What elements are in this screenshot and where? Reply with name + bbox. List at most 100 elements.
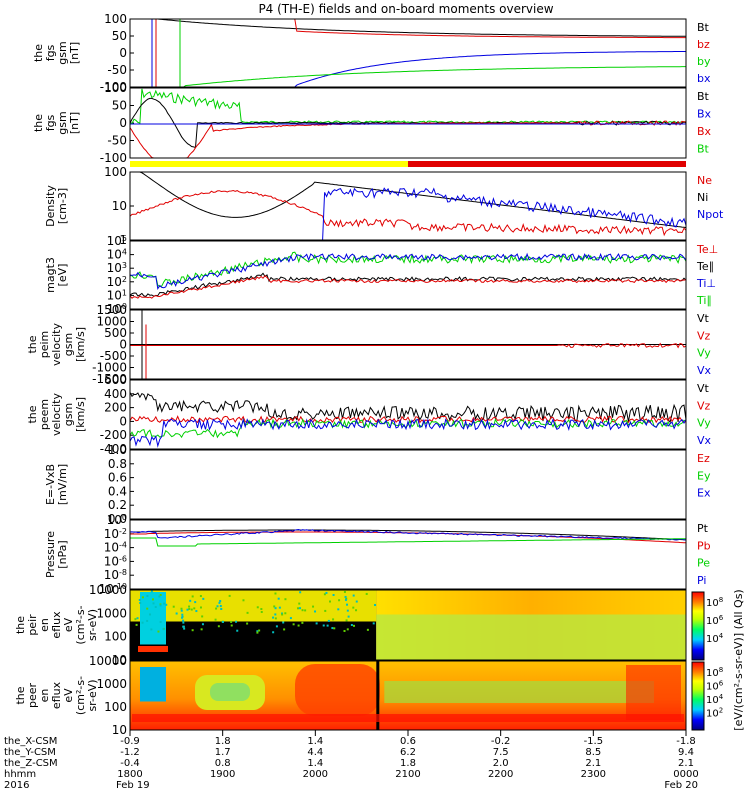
spectrogram-pixel — [181, 616, 184, 619]
spectrogram-pixel — [199, 606, 202, 609]
spectrogram-pixel — [301, 621, 304, 624]
spectrogram-pixel — [230, 620, 233, 623]
spectrogram-low-red-band — [132, 714, 684, 722]
spectrogram-pixel — [314, 610, 317, 613]
y-tick-label: 0.2 — [108, 498, 127, 512]
spectrogram-pixel — [141, 596, 144, 599]
legend-entry: Bt — [697, 21, 710, 34]
y-axis-label: thepeimvelocitygsm[km/s] — [26, 323, 87, 366]
spectrogram-pixel — [352, 624, 355, 627]
spectrogram-pixel — [146, 607, 149, 610]
panel-frame — [129, 449, 687, 520]
spectrogram-pixel — [256, 606, 259, 609]
spectrogram-pixel — [219, 605, 222, 608]
spectrogram-pixel — [136, 617, 139, 620]
spectrogram-pixel — [274, 607, 277, 610]
legend-entry: Ti∥ — [696, 294, 712, 307]
spectrogram-pixel — [218, 601, 221, 604]
spectrogram-pixel — [346, 609, 349, 612]
colorbar-tick-label: 106 — [706, 614, 724, 627]
y-tick-label: 1500 — [96, 303, 127, 317]
spectrogram-pixel — [297, 624, 300, 627]
legend-entry: Vt — [697, 382, 710, 395]
y-tick-label: -100 — [100, 80, 127, 94]
spectrogram-pixel — [190, 608, 193, 611]
panel-frame — [129, 171, 687, 241]
y-tick-label: 0.4 — [108, 484, 127, 498]
spectrogram-pixel — [188, 605, 191, 608]
spectrogram-pixel — [172, 605, 175, 608]
spectrogram-pixel — [372, 622, 375, 625]
x-tick-label: 1900 — [210, 769, 235, 780]
y-tick-label: 10000 — [89, 654, 127, 668]
legend-entry: bz — [697, 38, 710, 51]
x-tick-label: 2100 — [395, 769, 420, 780]
x-tick-label: -1.2 — [120, 747, 140, 758]
legend-entry: Ti⊥ — [696, 277, 716, 290]
spectrogram-pixel — [221, 620, 224, 623]
spectrogram-pixel — [282, 621, 285, 624]
panel-9: 10000 1000 100 10 thepeirenefluxeV(cm²-s-sr-… — [14, 583, 687, 667]
spectrogram-pixel — [246, 611, 249, 614]
x-tick-label: -1.8 — [676, 736, 696, 747]
spectrogram-pixel — [347, 615, 350, 618]
spectrogram-pixel — [325, 591, 328, 594]
y-tick-label: 10-6 — [104, 554, 127, 569]
spectrogram-pixel — [154, 606, 157, 609]
y-tick-label: 0.6 — [108, 471, 127, 485]
spectrogram-pixel — [260, 608, 263, 611]
y-tick-label: 10000 — [89, 583, 127, 597]
spectrogram-band — [130, 590, 377, 622]
spectrogram-pixel — [323, 593, 326, 596]
mode-bar-segment — [408, 161, 686, 167]
x-tick-label: 2.0 — [493, 758, 509, 769]
y-tick-label: 1000 — [96, 606, 127, 620]
y-tick-label: 1.0 — [108, 443, 127, 457]
y-tick-label: 10-10 — [99, 582, 127, 597]
spectrogram-pixel — [322, 624, 325, 627]
spectrogram-pixel — [163, 602, 166, 605]
spectrogram-pixel — [219, 600, 222, 603]
x-tick-label: 4.4 — [307, 747, 323, 758]
y-tick-label: -100 — [100, 151, 127, 165]
spectrogram-pixel — [182, 625, 185, 628]
spectrogram-pixel — [183, 627, 186, 630]
spectrogram-pixel — [297, 607, 300, 610]
spectrogram-pixel — [272, 631, 275, 634]
spectrogram-pixel — [201, 615, 204, 618]
spectrogram-pixel — [236, 629, 239, 632]
series-bt — [130, 18, 686, 37]
y-axis-label: thepeerenefluxeV(cm²-s-sr-eV) — [14, 676, 99, 715]
spectrogram-pixel — [150, 628, 153, 631]
x-tick-label: 1800 — [117, 769, 142, 780]
x-tick-label: 1.8 — [400, 758, 416, 769]
spectrogram-pixel — [159, 604, 162, 607]
spectrogram-pixel — [235, 620, 238, 623]
spectrogram-pixel — [374, 604, 377, 607]
y-tick-label: 100 — [104, 12, 127, 26]
legend-entry: Bt — [697, 143, 710, 156]
spectrogram-cyan-burst — [140, 667, 166, 702]
y-tick-label: -50 — [107, 63, 127, 77]
x-tick-label: 0000 — [673, 769, 698, 780]
y-tick-label: 400 — [104, 387, 127, 401]
spectrogram-pixel — [195, 610, 198, 613]
series-bz — [130, 18, 686, 39]
spectrogram-pixel — [283, 628, 286, 631]
x-axis-row-label: 2016 — [4, 780, 29, 791]
spectrogram-pixel — [346, 603, 349, 606]
spectrogram-pixel — [150, 590, 153, 593]
colorbar-tick-label: 108 — [706, 666, 723, 679]
spectrogram-pixel — [134, 618, 137, 621]
x-tick-label: 2000 — [303, 769, 328, 780]
y-tick-label: 10 — [112, 723, 127, 737]
legend-entry: Vx — [697, 364, 712, 377]
x-tick-label: -0.2 — [491, 736, 511, 747]
series-te-par — [129, 272, 687, 297]
legend-entry: Vz — [697, 399, 711, 412]
y-axis-label: thefgsgsm[nT] — [32, 41, 81, 64]
spectrogram-pixel — [332, 618, 335, 621]
spectrogram-pixel — [284, 612, 287, 615]
legend-entry: Ey — [697, 469, 711, 482]
y-tick-label: 0 — [119, 116, 127, 130]
